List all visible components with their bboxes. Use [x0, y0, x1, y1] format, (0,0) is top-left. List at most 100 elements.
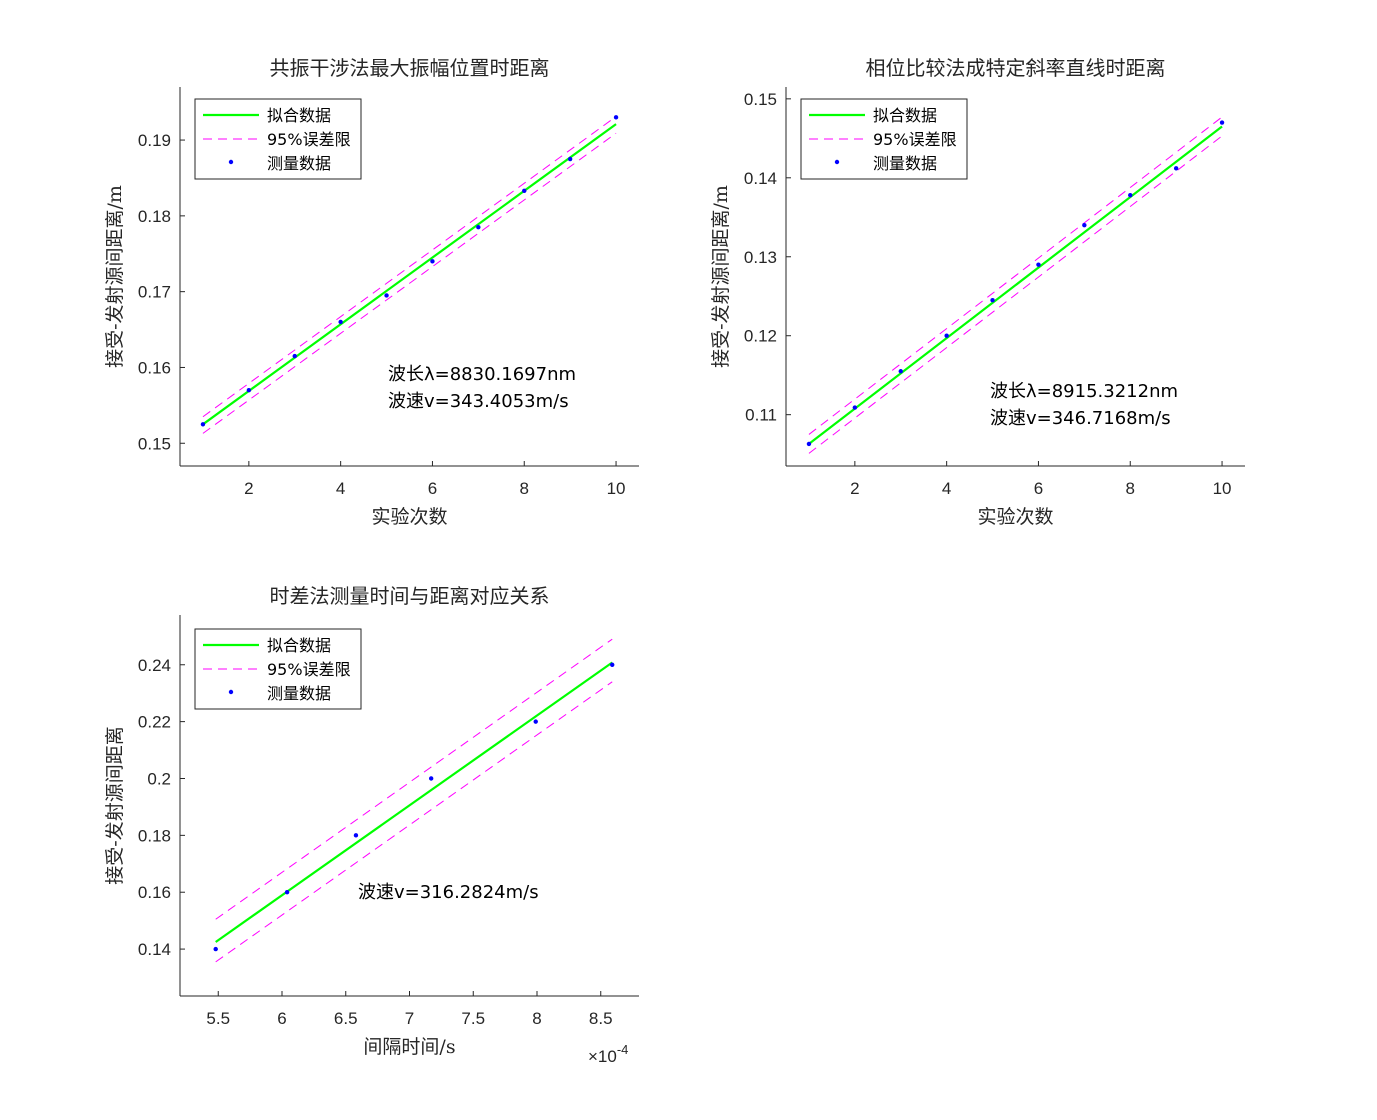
- data-point: [292, 353, 297, 359]
- y-tick-label: 0.18: [138, 826, 171, 845]
- chart-title: 时差法测量时间与距离对应关系: [270, 584, 550, 608]
- data-point: [522, 188, 527, 194]
- y-tick-label: 0.2: [147, 769, 171, 788]
- upper-bound-line: [808, 116, 1223, 435]
- annotation-text: 波速v=346.7168m/s: [990, 408, 1171, 429]
- legend-entry-fit: 拟合数据: [267, 636, 331, 655]
- data-point: [213, 946, 218, 952]
- legend-entry-bounds: 95%误差限: [267, 660, 351, 679]
- x-tick-label: 4: [336, 479, 345, 498]
- y-tick-label: 0.14: [744, 169, 777, 188]
- legend-measured-swatch: [228, 159, 234, 165]
- x-tick-label: 6: [428, 479, 437, 498]
- x-tick-label: 6: [277, 1009, 286, 1028]
- x-tick-label: 2: [850, 479, 859, 498]
- y-axis-label: 接受-发射源间距离: [104, 726, 126, 884]
- x-tick-label: 4: [942, 479, 951, 498]
- y-tick-label: 0.17: [138, 283, 171, 302]
- x-tick-label: 10: [1213, 479, 1232, 498]
- upper-bound-line: [202, 116, 617, 418]
- x-tick-label: 2: [244, 479, 253, 498]
- chart-title: 相位比较法成特定斜率直线时距离: [866, 56, 1166, 80]
- data-point: [990, 297, 995, 303]
- data-point: [246, 388, 252, 393]
- legend-entry-bounds: 95%误差限: [267, 130, 351, 149]
- x-tick-label: 10: [607, 479, 626, 498]
- data-point: [613, 115, 619, 120]
- y-tick-label: 0.24: [138, 656, 171, 675]
- chart-title: 共振干涉法最大振幅位置时距离: [270, 56, 550, 80]
- legend-entry-measured: 测量数据: [267, 154, 331, 173]
- annotation-text: 波速v=343.4053m/s: [388, 391, 569, 412]
- x-tick-label: 7: [405, 1009, 414, 1028]
- y-axis-label: 接受-发射源间距离/m: [104, 185, 126, 368]
- x-axis-label: 实验次数: [371, 506, 447, 528]
- y-tick-label: 0.19: [138, 131, 171, 150]
- legend-measured-swatch: [834, 159, 840, 165]
- chart-panel-2: 2 4 6 8 10 0.11 0.12 0.13 0.14 0.15 相位比较法成特定斜率直线时距…: [710, 56, 1245, 528]
- data-point: [428, 776, 434, 781]
- legend-entry-bounds: 95%误差限: [873, 130, 957, 149]
- x-tick-label: 5.5: [206, 1009, 230, 1028]
- y-tick-label: 0.14: [138, 940, 171, 959]
- y-axis-label: 接受-发射源间距离/m: [710, 185, 732, 368]
- y-tick-label: 0.13: [744, 248, 777, 267]
- data-point: [430, 259, 435, 264]
- x-tick-label: 8: [520, 479, 529, 498]
- y-tick-label: 0.15: [744, 90, 777, 109]
- data-point: [852, 405, 858, 410]
- y-tick-label: 0.18: [138, 207, 171, 226]
- exponent-power: -4: [617, 1042, 629, 1057]
- data-point: [610, 662, 615, 667]
- fit-line: [215, 661, 613, 943]
- legend-entry-measured: 测量数据: [873, 154, 937, 173]
- annotation-text: 波长λ=8915.3212nm: [990, 381, 1178, 402]
- data-point: [533, 719, 538, 724]
- x-tick-label: 6.5: [334, 1009, 358, 1028]
- data-point: [384, 293, 389, 298]
- lower-bound-line: [215, 681, 613, 963]
- data-point: [944, 333, 949, 338]
- x-tick-label: 7.5: [461, 1009, 485, 1028]
- y-tick-label: 0.12: [744, 327, 777, 346]
- data-point: [338, 319, 343, 325]
- data-point: [284, 890, 290, 895]
- data-point: [1128, 192, 1133, 198]
- data-point: [806, 441, 812, 447]
- x-tick-label: 8: [532, 1009, 541, 1028]
- y-tick-label: 0.16: [138, 883, 171, 902]
- data-point: [200, 422, 206, 427]
- data-point: [476, 225, 481, 230]
- fit-line: [808, 125, 1223, 445]
- x-axis-exponent: ×10-4: [588, 1042, 628, 1066]
- y-tick-label: 0.15: [138, 434, 171, 453]
- fit-line: [202, 123, 617, 426]
- y-tick-label: 0.11: [745, 406, 777, 425]
- upper-bound-line: [215, 638, 613, 920]
- x-tick-label: 8: [1126, 479, 1135, 498]
- data-point: [1082, 222, 1087, 228]
- legend-measured-swatch: [228, 689, 234, 695]
- data-point: [898, 369, 903, 374]
- exponent-base: ×10: [588, 1047, 617, 1066]
- x-axis-label: 间隔时间/s: [363, 1036, 455, 1058]
- legend-entry-measured: 测量数据: [267, 684, 331, 703]
- x-axis-label: 实验次数: [977, 506, 1053, 528]
- data-point: [567, 156, 573, 162]
- data-point: [1036, 262, 1041, 267]
- chart-panel-3: 5.5 6 6.5 7 7.5 8 8.5 0.14 0.16 0.18 0.2 0.22 0.24 ×1…: [104, 584, 639, 1066]
- data-point: [1219, 120, 1225, 125]
- annotation-text: 波速v=316.2824m/s: [358, 882, 539, 903]
- y-tick-label: 0.22: [138, 713, 171, 732]
- legend-entry-fit: 拟合数据: [267, 106, 331, 125]
- lower-bound-line: [202, 132, 617, 434]
- x-tick-label: 6: [1034, 479, 1043, 498]
- y-tick-label: 0.16: [138, 358, 171, 377]
- lower-bound-line: [808, 135, 1223, 454]
- legend-entry-fit: 拟合数据: [873, 106, 937, 125]
- data-point: [353, 833, 359, 838]
